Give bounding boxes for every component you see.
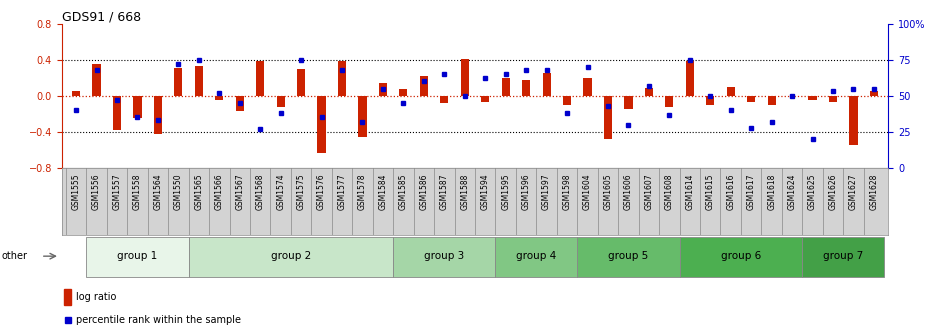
Text: GSM1574: GSM1574	[276, 173, 285, 210]
Text: GSM1564: GSM1564	[153, 173, 162, 210]
Text: GSM1597: GSM1597	[542, 173, 551, 210]
Text: GSM1604: GSM1604	[583, 173, 592, 210]
FancyBboxPatch shape	[393, 237, 496, 277]
Text: GSM1585: GSM1585	[399, 173, 408, 210]
FancyBboxPatch shape	[679, 237, 803, 277]
Bar	[65, 289, 71, 305]
Text: GSM1588: GSM1588	[460, 173, 469, 210]
Bar	[829, 96, 837, 102]
Text: group 5: group 5	[608, 251, 649, 261]
Text: GSM1584: GSM1584	[378, 173, 388, 210]
Text: GSM1558: GSM1558	[133, 173, 142, 210]
Text: GSM1556: GSM1556	[92, 173, 101, 210]
Text: group 7: group 7	[823, 251, 864, 261]
Bar	[665, 96, 674, 107]
Bar	[461, 59, 469, 96]
Bar	[92, 64, 101, 96]
Text: GSM1586: GSM1586	[419, 173, 428, 210]
Bar	[133, 96, 142, 118]
Text: GSM1617: GSM1617	[747, 173, 755, 210]
FancyBboxPatch shape	[86, 237, 189, 277]
Text: GSM1615: GSM1615	[706, 173, 714, 210]
FancyBboxPatch shape	[578, 237, 679, 277]
Bar	[747, 96, 755, 102]
Text: group 1: group 1	[117, 251, 158, 261]
Bar	[727, 87, 734, 96]
Bar	[481, 96, 489, 102]
Bar	[645, 88, 653, 96]
Text: other: other	[2, 251, 28, 261]
Bar	[583, 78, 592, 96]
Bar	[706, 96, 714, 105]
Text: log ratio: log ratio	[76, 292, 116, 302]
Bar	[849, 96, 858, 145]
Text: GSM1627: GSM1627	[849, 173, 858, 210]
Text: GSM1555: GSM1555	[71, 173, 81, 210]
Text: GSM1567: GSM1567	[236, 173, 244, 210]
Text: GSM1618: GSM1618	[768, 173, 776, 210]
Bar	[686, 60, 694, 96]
Text: GSM1565: GSM1565	[195, 173, 203, 210]
Text: GDS91 / 668: GDS91 / 668	[62, 10, 141, 23]
Text: GSM1576: GSM1576	[317, 173, 326, 210]
Text: GSM1607: GSM1607	[644, 173, 654, 210]
Text: GSM1594: GSM1594	[481, 173, 490, 210]
Bar	[154, 96, 162, 134]
Text: GSM1598: GSM1598	[562, 173, 572, 210]
Text: GSM1608: GSM1608	[665, 173, 674, 210]
Bar	[195, 66, 203, 96]
Text: GSM1566: GSM1566	[215, 173, 224, 210]
Text: GSM1606: GSM1606	[624, 173, 633, 210]
Bar	[420, 76, 428, 96]
Bar	[216, 96, 223, 100]
Text: GSM1595: GSM1595	[502, 173, 510, 210]
Bar	[624, 96, 633, 109]
FancyBboxPatch shape	[803, 237, 884, 277]
Text: GSM1616: GSM1616	[726, 173, 735, 210]
Text: group 2: group 2	[271, 251, 311, 261]
Text: GSM1587: GSM1587	[440, 173, 448, 210]
Bar	[542, 73, 551, 96]
Text: GSM1578: GSM1578	[358, 173, 367, 210]
Bar	[236, 96, 244, 111]
Bar	[399, 89, 408, 96]
Bar	[440, 96, 448, 103]
Text: percentile rank within the sample: percentile rank within the sample	[76, 315, 241, 325]
Bar	[297, 69, 305, 96]
FancyBboxPatch shape	[189, 237, 393, 277]
Text: GSM1557: GSM1557	[112, 173, 122, 210]
Text: GSM1568: GSM1568	[256, 173, 265, 210]
Text: GSM1596: GSM1596	[522, 173, 531, 210]
Text: GSM1577: GSM1577	[337, 173, 347, 210]
Bar	[276, 96, 285, 107]
Bar	[72, 91, 80, 96]
Bar	[522, 80, 530, 96]
Bar	[502, 78, 510, 96]
Bar	[379, 83, 387, 96]
Text: GSM1625: GSM1625	[808, 173, 817, 210]
Text: group 4: group 4	[516, 251, 557, 261]
Text: GSM1550: GSM1550	[174, 173, 182, 210]
Bar	[338, 60, 346, 96]
Bar	[563, 96, 571, 105]
Bar	[604, 96, 612, 139]
FancyBboxPatch shape	[496, 237, 578, 277]
Bar	[113, 96, 121, 130]
Text: GSM1624: GSM1624	[788, 173, 797, 210]
Bar	[174, 68, 182, 96]
Text: group 3: group 3	[425, 251, 465, 261]
Text: GSM1605: GSM1605	[603, 173, 613, 210]
Bar	[358, 96, 367, 137]
Bar	[808, 96, 817, 100]
Bar	[256, 60, 264, 96]
Bar	[768, 96, 776, 105]
Bar	[317, 96, 326, 153]
Text: GSM1626: GSM1626	[828, 173, 838, 210]
Text: GSM1628: GSM1628	[869, 173, 879, 210]
Text: group 6: group 6	[721, 251, 761, 261]
Bar	[870, 91, 878, 96]
Text: GSM1575: GSM1575	[296, 173, 306, 210]
Text: GSM1614: GSM1614	[685, 173, 694, 210]
